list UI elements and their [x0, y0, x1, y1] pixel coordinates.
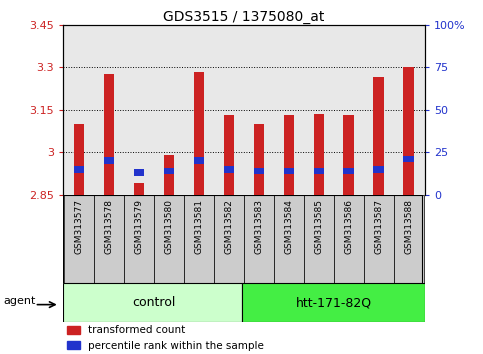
Title: GDS3515 / 1375080_at: GDS3515 / 1375080_at — [163, 10, 325, 24]
Bar — [63, 283, 242, 322]
Bar — [164, 155, 174, 195]
Text: GSM313580: GSM313580 — [165, 199, 173, 254]
Bar — [184, 195, 214, 283]
Text: GSM313582: GSM313582 — [225, 199, 233, 254]
Bar — [224, 115, 234, 195]
Bar — [403, 156, 414, 162]
Text: GSM313585: GSM313585 — [314, 199, 323, 254]
Bar — [104, 157, 114, 164]
Bar — [284, 115, 294, 195]
Bar — [64, 195, 94, 283]
Bar — [134, 183, 144, 195]
Bar — [394, 195, 424, 283]
Text: GSM313579: GSM313579 — [135, 199, 143, 254]
Bar — [242, 283, 425, 322]
Text: GSM313584: GSM313584 — [284, 199, 293, 254]
Bar — [134, 169, 144, 176]
Bar — [284, 167, 294, 174]
Text: agent: agent — [3, 296, 36, 306]
Text: htt-171-82Q: htt-171-82Q — [296, 296, 372, 309]
Bar — [154, 195, 184, 283]
Bar — [214, 195, 244, 283]
Bar — [304, 195, 334, 283]
Bar — [313, 114, 324, 195]
Bar — [334, 195, 364, 283]
Bar — [164, 167, 174, 174]
Text: GSM313587: GSM313587 — [374, 199, 383, 254]
Bar — [373, 77, 384, 195]
Text: GSM313577: GSM313577 — [75, 199, 84, 254]
Text: control: control — [132, 296, 176, 309]
Text: GSM313581: GSM313581 — [195, 199, 203, 254]
Bar — [403, 67, 414, 195]
Bar — [343, 167, 354, 174]
Bar — [74, 124, 85, 195]
Bar — [104, 74, 114, 195]
Bar — [313, 167, 324, 174]
Bar — [194, 72, 204, 195]
Bar — [254, 124, 264, 195]
Bar — [124, 195, 154, 283]
Bar — [343, 115, 354, 195]
Bar — [224, 166, 234, 173]
Text: GSM313588: GSM313588 — [404, 199, 413, 254]
Bar — [94, 195, 124, 283]
Text: GSM313583: GSM313583 — [255, 199, 263, 254]
Legend: transformed count, percentile rank within the sample: transformed count, percentile rank withi… — [63, 321, 268, 354]
Text: GSM313586: GSM313586 — [344, 199, 353, 254]
Bar — [373, 166, 384, 173]
Bar — [364, 195, 394, 283]
Bar — [274, 195, 304, 283]
Bar — [244, 195, 274, 283]
Bar — [254, 167, 264, 174]
Bar — [74, 166, 85, 173]
Bar — [194, 157, 204, 164]
Text: GSM313578: GSM313578 — [105, 199, 114, 254]
